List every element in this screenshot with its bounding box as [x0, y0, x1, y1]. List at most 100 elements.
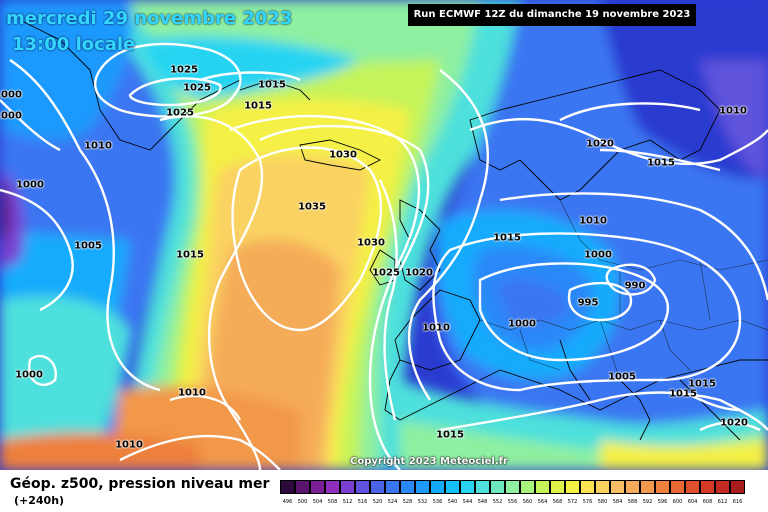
isobar-label: 1000: [0, 89, 22, 101]
isobar-label: 1015: [258, 79, 286, 91]
map-svg: [0, 0, 768, 470]
color-scale-tick: 536: [432, 499, 443, 505]
color-swatch: [370, 480, 385, 494]
color-swatch: [550, 480, 565, 494]
isobar-label: 1000: [0, 110, 22, 122]
isobar-label: 1015: [688, 378, 716, 390]
color-swatch: [430, 480, 445, 494]
color-scale-tick: 508: [327, 499, 338, 505]
legend-title: Géop. z500, pression niveau mer: [10, 476, 270, 492]
color-swatch: [670, 480, 685, 494]
color-swatch: [280, 480, 295, 494]
color-swatch: [595, 480, 610, 494]
isobar-label: 1015: [647, 157, 675, 169]
isobar-label: 995: [577, 297, 599, 309]
color-swatch: [610, 480, 625, 494]
color-swatch: [325, 480, 340, 494]
isobar-label: 1035: [298, 201, 326, 213]
color-scale-tick: 568: [552, 499, 563, 505]
color-scale-tick: 612: [717, 499, 728, 505]
color-swatch: [385, 480, 400, 494]
isobar-label: 1005: [74, 240, 102, 252]
isobar-label: 1020: [405, 267, 433, 279]
isobar-label: 1000: [584, 249, 612, 261]
color-swatch: [310, 480, 325, 494]
isobar-label: 1000: [508, 318, 536, 330]
color-swatch: [505, 480, 520, 494]
isobar-label: 1025: [183, 82, 211, 94]
color-scale-tick: 556: [507, 499, 518, 505]
isobar-label: 1025: [170, 64, 198, 76]
color-swatch: [520, 480, 535, 494]
color-scale-tick: 608: [702, 499, 713, 505]
color-swatch: [460, 480, 475, 494]
color-scale-tick: 520: [372, 499, 383, 505]
color-swatch: [355, 480, 370, 494]
color-swatch: [700, 480, 715, 494]
borders: [479, 199, 768, 381]
isobars: [0, 42, 768, 470]
isobar-label: 1010: [422, 322, 450, 334]
color-swatch: [415, 480, 430, 494]
color-scale-tick: 528: [402, 499, 413, 505]
color-swatch: [580, 480, 595, 494]
color-swatch: [640, 480, 655, 494]
color-scale: [280, 480, 745, 494]
color-swatch: [340, 480, 355, 494]
color-scale-tick: 600: [672, 499, 683, 505]
color-swatch: [715, 480, 730, 494]
isobar-label: 1010: [115, 439, 143, 451]
color-swatch: [655, 480, 670, 494]
legend-bar: Géop. z500, pression niveau mer (+240h) …: [0, 470, 768, 512]
isobar-label: 1010: [719, 105, 747, 117]
color-swatch: [565, 480, 580, 494]
isobar-label: 1000: [16, 179, 44, 191]
copyright: Copyright 2023 Meteociel.fr: [350, 456, 508, 467]
isobar-label: 1015: [436, 429, 464, 441]
color-scale-tick: 616: [732, 499, 743, 505]
legend-subtitle: (+240h): [14, 494, 65, 507]
color-scale-tick: 584: [612, 499, 623, 505]
color-swatch: [730, 480, 745, 494]
forecast-date: mercredi 29 novembre 2023: [6, 8, 293, 29]
color-scale-tick: 580: [597, 499, 608, 505]
color-swatch: [685, 480, 700, 494]
color-scale-tick: 592: [642, 499, 653, 505]
color-scale-tick: 496: [282, 499, 293, 505]
isobar-label: 1010: [579, 215, 607, 227]
color-scale-tick: 532: [417, 499, 428, 505]
color-scale-ticks: 496 500 504 508 512 516 520 524 528 532 536 540 544 5…: [280, 499, 745, 505]
isobar-label: 1015: [176, 249, 204, 261]
geopotential-map: 1025 1025 1025 1015 1015 1000 1000 1010 …: [0, 0, 768, 470]
color-scale-tick: 548: [477, 499, 488, 505]
color-swatch: [445, 480, 460, 494]
color-scale-tick: 564: [537, 499, 548, 505]
color-scale-tick: 604: [687, 499, 698, 505]
isobar-label: 1020: [720, 417, 748, 429]
isobar-label: 1015: [669, 388, 697, 400]
isobar-label: 1010: [84, 140, 112, 152]
isobar-label: 1030: [357, 237, 385, 249]
color-scale-tick: 512: [342, 499, 353, 505]
color-scale-tick: 500: [297, 499, 308, 505]
forecast-time: 13:00 locale: [12, 34, 136, 55]
isobar-label: 1025: [166, 107, 194, 119]
color-scale-tick: 552: [492, 499, 503, 505]
color-swatch: [490, 480, 505, 494]
run-info: Run ECMWF 12Z du dimanche 19 novembre 20…: [408, 4, 696, 26]
color-scale-tick: 524: [387, 499, 398, 505]
color-swatch: [625, 480, 640, 494]
color-scale-tick: 540: [447, 499, 458, 505]
color-swatch: [535, 480, 550, 494]
isobar-label: 1010: [178, 387, 206, 399]
color-scale-tick: 576: [582, 499, 593, 505]
isobar-label: 1005: [608, 371, 636, 383]
color-swatch: [475, 480, 490, 494]
isobar-label: 1015: [244, 100, 272, 112]
color-scale-tick: 572: [567, 499, 578, 505]
color-swatch: [400, 480, 415, 494]
color-scale-tick: 516: [357, 499, 368, 505]
color-scale-tick: 596: [657, 499, 668, 505]
isobar-label: 1020: [586, 138, 614, 150]
